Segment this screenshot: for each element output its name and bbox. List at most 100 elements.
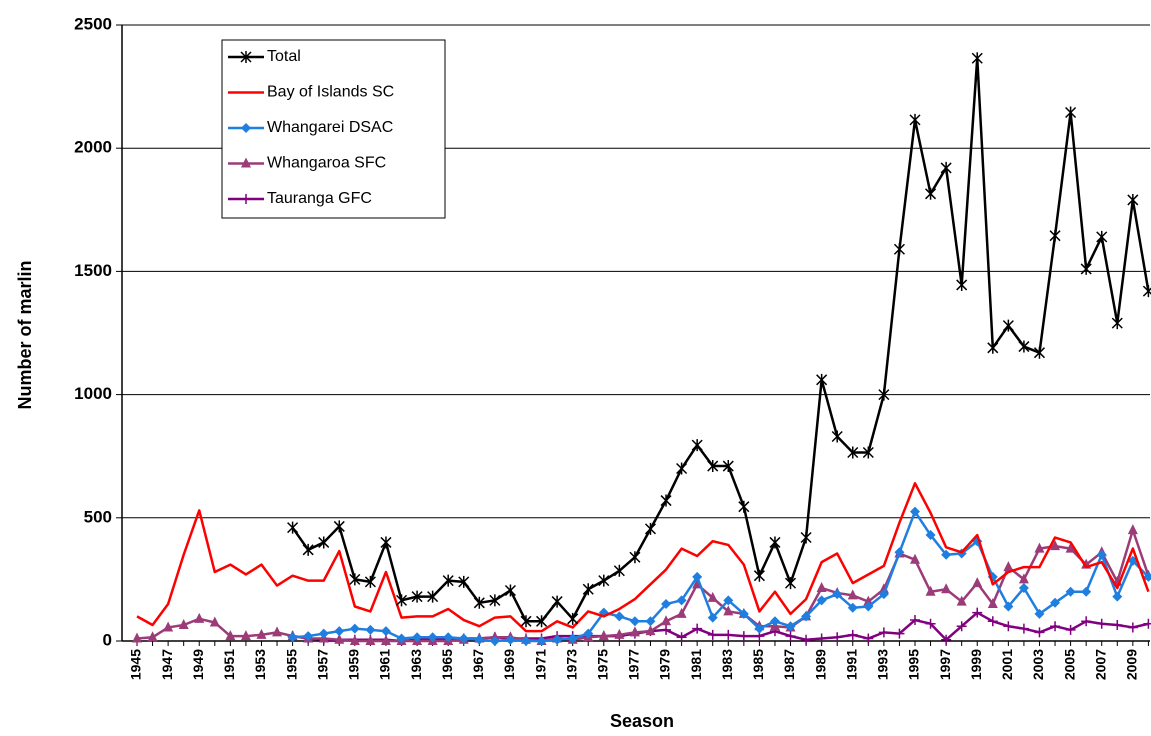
data-point: [1018, 573, 1029, 584]
data-point: [801, 634, 812, 645]
data-point: [816, 373, 828, 386]
x-tick-label: 1961: [377, 649, 393, 680]
data-point: [303, 631, 314, 642]
data-point: [365, 635, 376, 645]
data-point: [910, 553, 920, 564]
data-point: [1065, 624, 1076, 635]
data-point: [1003, 621, 1014, 632]
legend-marker: [240, 51, 252, 63]
legend-marker: [241, 123, 251, 133]
data-point: [598, 574, 610, 587]
data-point: [473, 596, 485, 609]
data-point: [661, 615, 672, 626]
data-point: [894, 628, 905, 639]
data-point: [816, 595, 827, 606]
data-point: [147, 631, 158, 642]
data-point: [583, 628, 594, 639]
data-point: [1080, 262, 1092, 275]
x-tick-label: 1949: [190, 649, 206, 680]
data-point: [1002, 319, 1014, 332]
data-point: [645, 616, 656, 627]
data-point: [536, 636, 547, 646]
data-point: [1003, 561, 1014, 572]
data-point: [1096, 230, 1108, 243]
data-point: [940, 161, 952, 174]
data-point: [847, 446, 859, 459]
data-point: [1049, 229, 1061, 242]
data-point: [1050, 540, 1061, 551]
y-axis-title: Number of marlin: [15, 260, 35, 409]
data-point: [754, 623, 765, 634]
data-point: [661, 624, 672, 635]
data-point: [1143, 618, 1151, 629]
data-point: [910, 506, 920, 517]
data-point: [427, 632, 438, 643]
data-point: [785, 621, 796, 632]
data-point: [225, 630, 236, 641]
data-point: [1018, 623, 1029, 634]
x-tick-label: 1997: [937, 649, 953, 680]
series-line: [136, 482, 1150, 633]
data-point: [442, 574, 454, 587]
data-point: [380, 536, 392, 549]
x-tick-label: 1973: [563, 649, 579, 680]
data-point: [380, 626, 391, 637]
x-tick-label: 1957: [314, 649, 330, 680]
data-point: [661, 599, 672, 610]
data-point: [536, 615, 548, 628]
x-tick-label: 1983: [719, 649, 735, 680]
data-point: [240, 630, 251, 641]
data-point: [1081, 586, 1092, 597]
data-point: [769, 536, 781, 549]
data-point: [738, 500, 750, 513]
data-point: [427, 590, 439, 603]
data-point: [443, 632, 454, 643]
data-point: [816, 582, 827, 593]
data-point: [1112, 591, 1123, 602]
data-point: [832, 632, 843, 643]
data-point: [971, 52, 983, 65]
data-point: [987, 598, 998, 609]
data-point: [878, 627, 889, 638]
legend-label: Whangarei DSAC: [267, 119, 393, 136]
data-point: [676, 595, 687, 606]
x-tick-label: 1945: [128, 649, 144, 680]
y-tick-label: 2000: [74, 138, 112, 157]
x-tick-label: 1953: [252, 649, 268, 680]
data-point: [287, 632, 298, 643]
data-point: [567, 612, 579, 625]
data-point: [1143, 571, 1151, 582]
y-tick-label: 1500: [74, 261, 112, 280]
data-point: [629, 616, 640, 627]
data-point: [692, 623, 703, 634]
data-point: [1081, 616, 1092, 627]
data-point: [256, 628, 267, 639]
data-point: [956, 278, 968, 291]
data-point: [956, 595, 967, 606]
data-point: [909, 113, 921, 126]
data-point: [1127, 622, 1138, 633]
data-point: [893, 243, 905, 256]
legend-label: Whangaroa SFC: [267, 155, 386, 172]
data-point: [551, 595, 563, 608]
data-point: [878, 388, 890, 401]
data-point: [769, 616, 780, 627]
x-tick-label: 1955: [283, 649, 299, 680]
data-point: [349, 623, 360, 634]
data-point: [1003, 601, 1014, 612]
y-tick-label: 0: [103, 630, 112, 649]
data-point: [972, 607, 983, 618]
data-point: [1065, 542, 1076, 553]
data-point: [318, 628, 329, 639]
data-point: [411, 590, 423, 603]
legend-label: Tauranga GFC: [267, 190, 372, 207]
data-point: [1127, 524, 1138, 535]
x-tick-label: 1975: [595, 649, 611, 680]
data-point: [1033, 346, 1046, 359]
data-point: [334, 633, 345, 644]
data-point: [847, 602, 858, 613]
data-point: [723, 595, 734, 606]
data-point: [521, 636, 531, 646]
data-point: [1065, 106, 1077, 119]
data-point: [925, 187, 937, 200]
